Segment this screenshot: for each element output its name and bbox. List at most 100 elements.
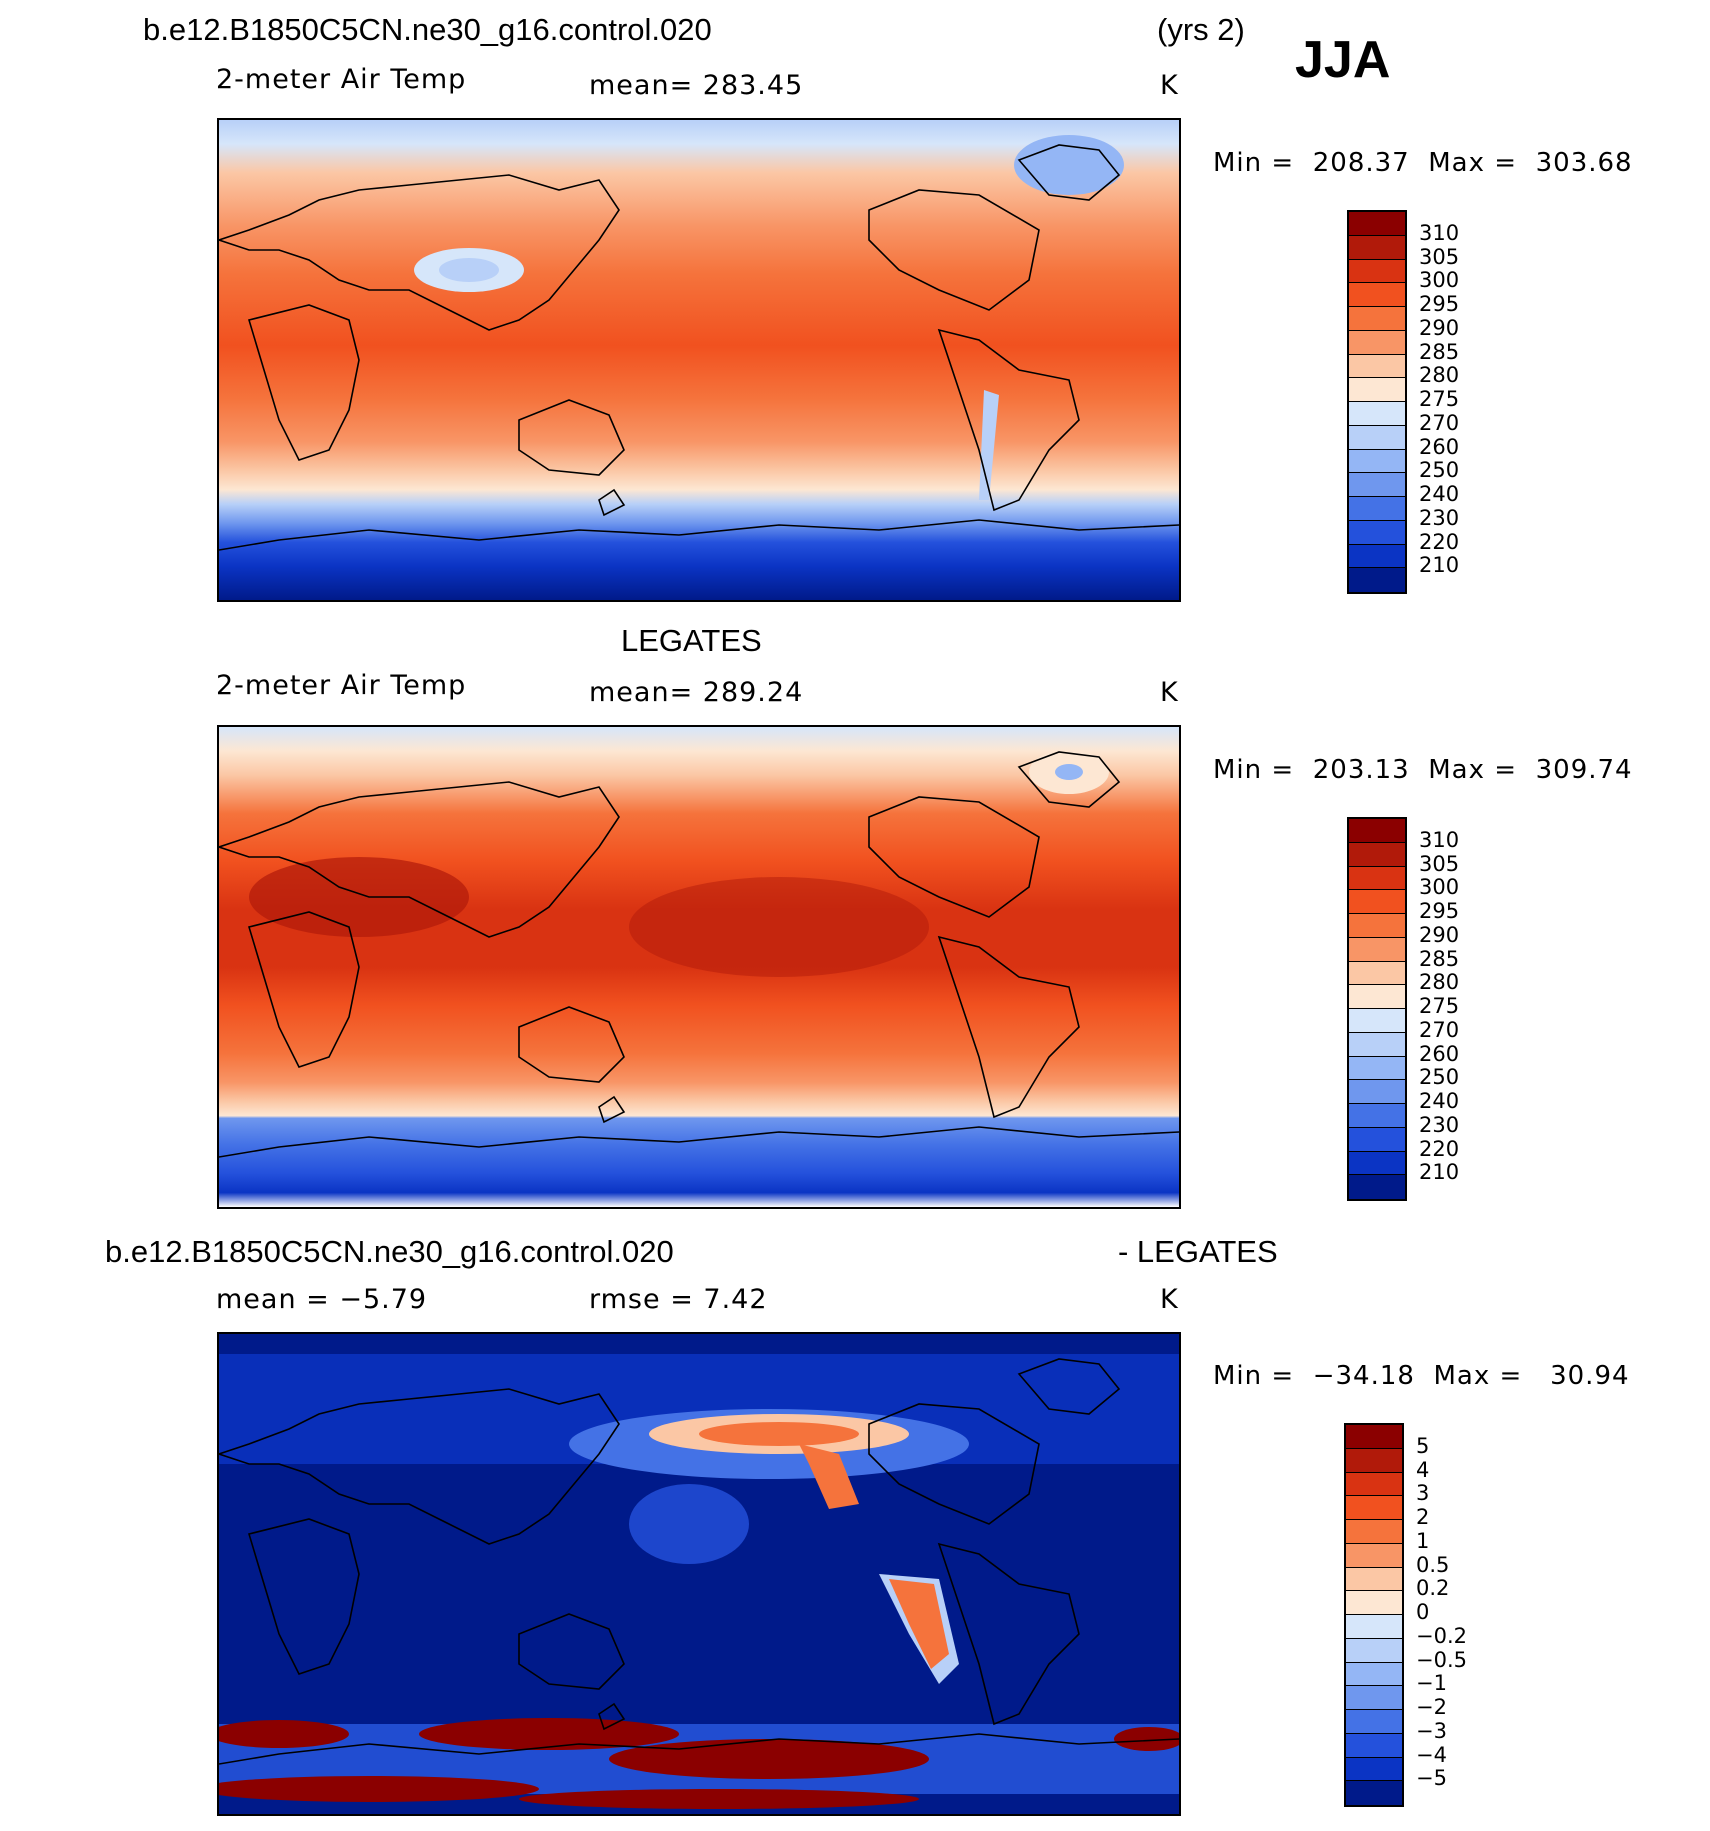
colorbar-swatch — [1346, 1638, 1402, 1663]
panel3-rmse: rmse = 7.42 — [589, 1284, 768, 1315]
panel2-min-value: 203.13 — [1312, 755, 1410, 785]
panel1-mean: mean= 283.45 — [589, 70, 804, 101]
colorbar-swatch — [1346, 1448, 1402, 1473]
panel3-max-label: Max — [1433, 1361, 1491, 1391]
colorbar-swatch — [1349, 842, 1405, 867]
colorbar-swatch — [1346, 1615, 1402, 1639]
panel3-title-right: - LEGATES — [1118, 1234, 1278, 1269]
panel3-max-value: 30.94 — [1550, 1361, 1630, 1391]
colorbar-swatch — [1349, 1080, 1405, 1104]
colorbar-swatch — [1346, 1733, 1402, 1758]
panel1-map-svg — [219, 120, 1179, 600]
colorbar-tick-label: 5 — [1416, 1433, 1430, 1458]
colorbar-swatch — [1349, 449, 1405, 474]
colorbar-swatch — [1346, 1781, 1402, 1805]
panel1-map — [217, 118, 1181, 602]
colorbar-tick-label: 305 — [1419, 851, 1460, 876]
colorbar-tick-label: 0.2 — [1416, 1576, 1450, 1601]
colorbar-tick-label: 220 — [1419, 529, 1460, 554]
colorbar-tick-label: −1 — [1416, 1671, 1447, 1696]
panel1-variable: 2-meter Air Temp — [216, 64, 467, 95]
colorbar-swatch — [1349, 819, 1405, 843]
colorbar-swatch — [1349, 1032, 1405, 1057]
panel1-coastlines — [219, 144, 1179, 551]
colorbar-tick-label: 285 — [1419, 946, 1460, 971]
colorbar-tick-label: 250 — [1419, 458, 1460, 483]
panel3-title-left: b.e12.B1850C5CN.ne30_g16.control.020 — [105, 1234, 674, 1269]
colorbar-tick-label: −4 — [1416, 1742, 1447, 1767]
panel2-max-label: Max — [1428, 755, 1486, 785]
panel3-minmax: Min = −34.18 Max = 30.94 — [1213, 1361, 1630, 1391]
colorbar-swatch — [1349, 890, 1405, 914]
colorbar-tick-label: 310 — [1419, 827, 1460, 852]
colorbar-swatch — [1349, 937, 1405, 962]
colorbar-tick-label: 3 — [1416, 1481, 1430, 1506]
colorbar-tick-label: 275 — [1419, 994, 1460, 1018]
colorbar-swatch — [1349, 473, 1405, 497]
panel3-min-value: −34.18 — [1312, 1361, 1415, 1391]
colorbar-swatch — [1349, 425, 1405, 450]
colorbar-swatch — [1346, 1757, 1402, 1782]
panel2-colorbar — [1347, 817, 1407, 1201]
colorbar-swatch — [1349, 914, 1405, 938]
colorbar-tick-label: 300 — [1419, 875, 1460, 900]
colorbar-swatch — [1349, 283, 1405, 307]
colorbar-swatch — [1349, 354, 1405, 379]
colorbar-tick-label: 305 — [1419, 244, 1460, 269]
colorbar-tick-label: 260 — [1419, 434, 1460, 459]
colorbar-swatch — [1349, 402, 1405, 426]
colorbar-tick-label: 0 — [1416, 1600, 1430, 1624]
panel3-coastlines — [219, 1358, 1179, 1765]
colorbar-tick-label: 270 — [1419, 410, 1460, 435]
colorbar-swatch — [1349, 378, 1405, 402]
colorbar-tick-label: 1 — [1416, 1528, 1430, 1553]
colorbar-swatch — [1349, 985, 1405, 1009]
panel2-max-value: 309.74 — [1535, 755, 1633, 785]
colorbar-swatch — [1349, 497, 1405, 521]
colorbar-tick-label: 280 — [1419, 970, 1460, 995]
case-title: b.e12.B1850C5CN.ne30_g16.control.020 — [143, 12, 712, 47]
years-label: (yrs 2) — [1157, 12, 1245, 47]
colorbar-tick-label: 290 — [1419, 315, 1460, 340]
panel1-units: K — [1160, 70, 1179, 101]
colorbar-swatch — [1349, 1175, 1405, 1199]
panel2-units: K — [1160, 677, 1179, 708]
panel3-units: K — [1160, 1284, 1179, 1315]
colorbar-tick-label: −3 — [1416, 1718, 1447, 1743]
colorbar-swatch — [1349, 259, 1405, 284]
colorbar-swatch — [1346, 1710, 1402, 1734]
panel1-max-label: Max — [1428, 148, 1486, 178]
colorbar-tick-label: 220 — [1419, 1136, 1460, 1161]
colorbar-tick-label: 295 — [1419, 899, 1460, 923]
season-label: JJA — [1295, 31, 1391, 89]
colorbar-swatch — [1346, 1472, 1402, 1497]
panel3-min-label: Min — [1213, 1361, 1263, 1391]
panel1-minmax: Min = 208.37 Max = 303.68 — [1213, 148, 1633, 178]
colorbar-tick-label: −5 — [1416, 1766, 1447, 1791]
colorbar-tick-label: 250 — [1419, 1065, 1460, 1090]
panel2-title: LEGATES — [621, 623, 762, 658]
colorbar-swatch — [1349, 307, 1405, 331]
colorbar-swatch — [1349, 1127, 1405, 1152]
colorbar-tick-label: 310 — [1419, 220, 1460, 245]
colorbar-swatch — [1349, 866, 1405, 891]
colorbar-swatch — [1349, 568, 1405, 592]
panel2-map-svg — [219, 727, 1179, 1207]
panel2-variable: 2-meter Air Temp — [216, 670, 467, 701]
colorbar-tick-label: 240 — [1419, 1089, 1460, 1113]
colorbar-tick-label: 280 — [1419, 363, 1460, 388]
panel3-map — [217, 1332, 1181, 1816]
colorbar-tick-label: −2 — [1416, 1695, 1447, 1719]
colorbar-swatch — [1346, 1425, 1402, 1449]
colorbar-tick-label: 230 — [1419, 1112, 1460, 1137]
colorbar-tick-label: 210 — [1419, 553, 1460, 578]
panel2-min-label: Min — [1213, 755, 1263, 785]
colorbar-tick-label: 2 — [1416, 1505, 1430, 1529]
colorbar-swatch — [1349, 961, 1405, 986]
panel2-minmax: Min = 203.13 Max = 309.74 — [1213, 755, 1633, 785]
colorbar-tick-label: 290 — [1419, 922, 1460, 947]
colorbar-tick-label: 260 — [1419, 1041, 1460, 1066]
colorbar-tick-label: −0.5 — [1416, 1647, 1467, 1672]
colorbar-swatch — [1349, 330, 1405, 355]
colorbar-swatch — [1349, 1104, 1405, 1128]
